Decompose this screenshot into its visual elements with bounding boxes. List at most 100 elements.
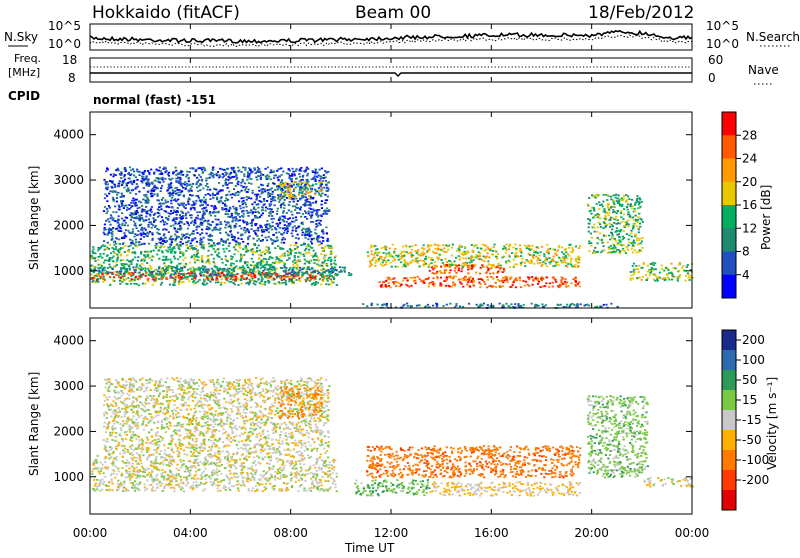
heatmap-cell [577, 265, 579, 267]
heatmap-cell [106, 212, 108, 214]
heatmap-cell [160, 284, 162, 286]
heatmap-cell [454, 267, 456, 269]
heatmap-cell [142, 199, 144, 201]
heatmap-cell [183, 203, 185, 205]
heatmap-cell [287, 193, 289, 195]
heatmap-cell [252, 219, 254, 221]
heatmap-cell [135, 276, 137, 278]
heatmap-cell [460, 253, 462, 255]
heatmap-cell [552, 282, 554, 284]
heatmap-cell [472, 278, 474, 280]
heatmap-cell [243, 254, 245, 256]
heatmap-cell [302, 213, 304, 215]
heatmap-cell [136, 183, 138, 185]
heatmap-cell [178, 277, 180, 279]
heatmap-cell [147, 181, 149, 183]
heatmap-cell [217, 270, 219, 272]
heatmap-cell [145, 178, 147, 180]
heatmap-cell [499, 267, 501, 269]
heatmap-cell [414, 259, 416, 261]
heatmap-cell [318, 181, 320, 183]
heatmap-cell [270, 201, 272, 203]
heatmap-cell [108, 221, 110, 223]
heatmap-cell [153, 281, 155, 283]
heatmap-cell [519, 277, 521, 279]
heatmap-cell [270, 211, 272, 213]
heatmap-cell [186, 273, 188, 275]
heatmap-cell [237, 251, 239, 253]
heatmap-cell [620, 205, 622, 207]
heatmap-cell [318, 222, 320, 224]
heatmap-cell [383, 252, 385, 254]
heatmap-cell [145, 219, 147, 221]
heatmap-cell [212, 279, 214, 281]
heatmap-cell [248, 267, 250, 269]
heatmap-cell [158, 170, 160, 172]
heatmap-cell [185, 204, 187, 206]
heatmap-cell [92, 248, 94, 250]
heatmap-cell [105, 220, 107, 222]
heatmap-cell [111, 187, 113, 189]
heatmap-cell [414, 280, 416, 282]
heatmap-cell [244, 167, 246, 169]
heatmap-cell [147, 268, 149, 270]
heatmap-cell [262, 209, 264, 211]
heatmap-cell [107, 218, 109, 220]
heatmap-cell [565, 255, 567, 257]
heatmap-cell [115, 243, 117, 245]
heatmap-cell [538, 281, 540, 283]
heatmap-cell [632, 217, 634, 219]
heatmap-cell [266, 239, 268, 241]
heatmap-cell [536, 260, 538, 262]
heatmap-cell [687, 272, 689, 274]
heatmap-cell [255, 216, 257, 218]
heatmap-cell [610, 207, 612, 209]
heatmap-cell [534, 306, 536, 308]
heatmap-cell [615, 194, 617, 196]
heatmap-cell [232, 239, 234, 241]
heatmap-cell [195, 217, 197, 219]
heatmap-cell [325, 254, 327, 256]
heatmap-cell [192, 230, 194, 232]
heatmap-cell [130, 181, 132, 183]
heatmap-cell [116, 254, 118, 256]
heatmap-cell [144, 270, 146, 272]
heatmap-cell [118, 252, 120, 254]
heatmap-cell [192, 220, 194, 222]
heatmap-cell [188, 237, 190, 239]
heatmap-cell [369, 266, 371, 268]
heatmap-cell [128, 266, 130, 268]
heatmap-cell [299, 176, 301, 178]
heatmap-cell [254, 211, 256, 213]
heatmap-cell [119, 249, 121, 251]
heatmap-cell [426, 251, 428, 253]
heatmap-cell [277, 245, 279, 247]
heatmap-cell [335, 264, 337, 266]
heatmap-cell [273, 218, 275, 220]
heatmap-cell [292, 250, 294, 252]
heatmap-cell [103, 240, 105, 242]
heatmap-cell [588, 243, 590, 245]
heatmap-cell [412, 277, 414, 279]
heatmap-cell [104, 227, 106, 229]
heatmap-cell [152, 284, 154, 286]
heatmap-cell [393, 251, 395, 253]
heatmap-cell [570, 258, 572, 260]
heatmap-cell [181, 267, 183, 269]
heatmap-cell [130, 263, 132, 265]
heatmap-cell [564, 278, 566, 280]
heatmap-cell [286, 212, 288, 214]
heatmap-cell [310, 205, 312, 207]
heatmap-cell [92, 281, 94, 283]
heatmap-cell [163, 221, 165, 223]
heatmap-cell [611, 217, 613, 219]
heatmap-cell [233, 167, 235, 169]
heatmap-cell [611, 229, 613, 231]
heatmap-cell [187, 276, 189, 278]
heatmap-cell [171, 241, 173, 243]
heatmap-cell [207, 260, 209, 262]
heatmap-cell [304, 216, 306, 218]
heatmap-cell [138, 284, 140, 286]
heatmap-cell [225, 232, 227, 234]
